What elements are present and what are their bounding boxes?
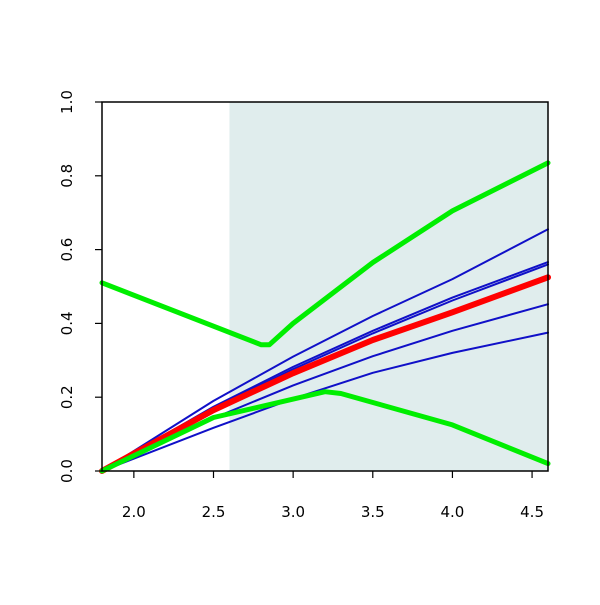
- series-line-5: [101, 331, 549, 472]
- series-line-6: [99, 274, 551, 474]
- shaded-region: [229, 102, 548, 471]
- y-tick-label: 0.2: [58, 385, 76, 409]
- x-tick-label: 2.0: [122, 503, 146, 521]
- series-line-3: [101, 228, 549, 472]
- background-layer: [229, 102, 548, 471]
- y-tick-label: 1.0: [58, 90, 76, 114]
- y-tick-label: 0.0: [58, 459, 76, 483]
- y-tick-label: 0.6: [58, 238, 76, 262]
- y-tick-label: 0.4: [58, 311, 76, 335]
- x-tick-label: 4.0: [440, 503, 464, 521]
- series-layer: [99, 160, 551, 474]
- y-tick-label: 0.8: [58, 164, 76, 188]
- x-tick-label: 2.5: [202, 503, 226, 521]
- series-line-7: [99, 160, 551, 348]
- axes-layer: 2.0 2.5 3.0 3.5 4.0 4.5 0.0 0.2 0.4 0.6 0.8 1.0: [58, 90, 549, 521]
- plot-frame: [101, 101, 549, 472]
- x-tick-label: 3.0: [281, 503, 305, 521]
- series-line-8: [99, 389, 551, 474]
- x-tick-label: 4.5: [520, 503, 544, 521]
- x-tick-label: 3.5: [361, 503, 385, 521]
